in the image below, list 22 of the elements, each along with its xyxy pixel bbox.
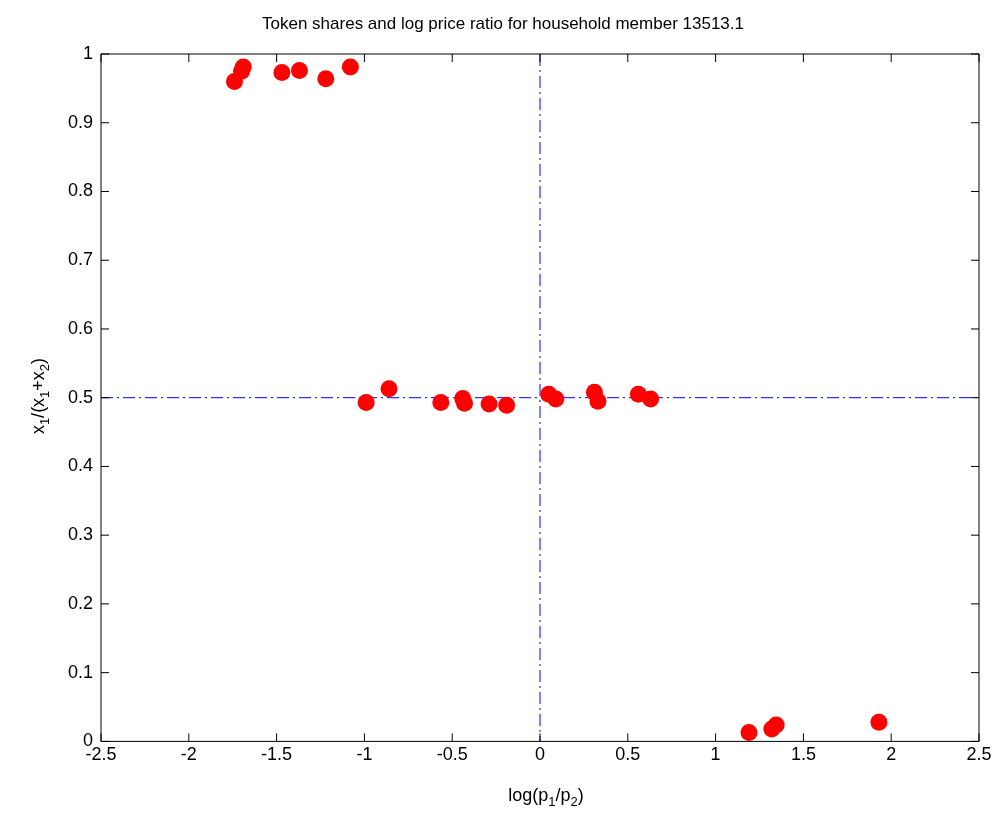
x-tick-label: 2.5 [966,744,992,765]
x-tick-label: -1.5 [261,744,293,765]
x-tick-label: 1 [710,744,721,765]
chart-title: Token shares and log price ratio for household member 13513.1 [261,14,745,34]
x-tick-label: 1.5 [790,744,816,765]
y-tick-label: 0.1 [67,661,94,682]
y-tick-label: 0.3 [67,524,94,545]
y-tick-label: 1 [83,42,94,63]
x-axis-title: log(p$_{1}$/p$_{2}$) [507,785,585,809]
y-tick-label: 0.6 [67,317,94,338]
y-tick-label: 0.2 [67,592,94,613]
x-tick-label: -2 [180,744,197,765]
y-tick-label: 0.8 [67,180,94,201]
x-tick-label: 0 [535,744,546,765]
y-tick-label: 0.9 [67,111,94,132]
x-tick-label: -1 [356,744,373,765]
x-tick-label: 2 [886,744,897,765]
y-tick-label: 0.5 [67,386,94,407]
y-tick-label: 0.4 [67,455,94,476]
x-tick-label: 0.5 [615,744,641,765]
x-tick-label: -0.5 [436,744,468,765]
y-tick-label: 0.7 [67,249,94,270]
